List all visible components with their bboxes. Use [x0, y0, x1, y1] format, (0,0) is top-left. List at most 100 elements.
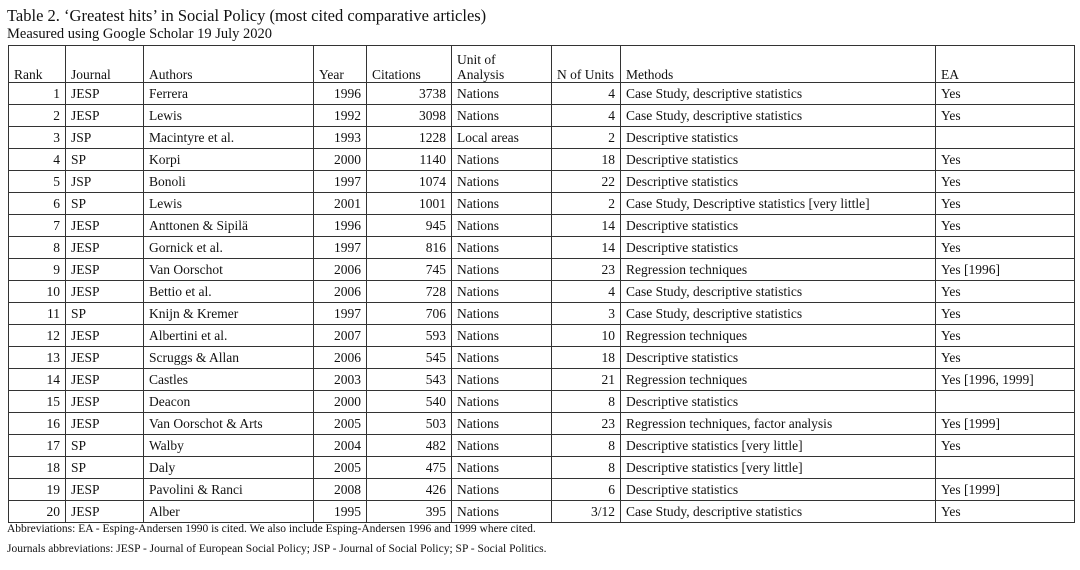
- table-cell: Deacon: [143, 390, 314, 413]
- table-cell: SP: [65, 456, 144, 479]
- table-cell: Lewis: [143, 192, 314, 215]
- table-row: 6 SP Lewis 2001 1001 Nations 2 Case Study, Desc…: [8, 192, 1075, 215]
- table-cell: 4: [551, 82, 621, 105]
- table-cell: 21: [551, 368, 621, 391]
- header-text: Unit of Analysis: [457, 52, 505, 82]
- table-cell: Nations: [451, 368, 552, 391]
- table-cell: JESP: [65, 500, 144, 523]
- table-cell: Yes: [935, 214, 1075, 237]
- table-cell: Lewis: [143, 104, 314, 127]
- table-cell: 14: [8, 368, 66, 391]
- table-cell: 18: [551, 346, 621, 369]
- table-cell: Descriptive statistics: [620, 390, 936, 413]
- table-cell: 1074: [366, 170, 452, 193]
- table-cell: Descriptive statistics: [620, 214, 936, 237]
- table-row: 7 JESP Anttonen & Sipilä 1996 945 Nations 14 De…: [8, 214, 1075, 237]
- table-cell: 1996: [313, 82, 367, 105]
- table-cell: 23: [551, 258, 621, 281]
- table-cell: 8: [8, 236, 66, 259]
- table-cell: Yes: [935, 324, 1075, 347]
- table-cell: 540: [366, 390, 452, 413]
- table-cell: 1993: [313, 126, 367, 149]
- table-cell: SP: [65, 302, 144, 325]
- table-cell: Yes: [935, 148, 1075, 171]
- table-cell: Alber: [143, 500, 314, 523]
- table-cell: 593: [366, 324, 452, 347]
- table-cell: 15: [8, 390, 66, 413]
- table-cell: Descriptive statistics [very little]: [620, 456, 936, 479]
- table-row: 4 SP Korpi 2000 1140 Nations 18 Descriptive sta…: [8, 148, 1075, 171]
- table-cell: 2005: [313, 412, 367, 435]
- table-cell: JESP: [65, 104, 144, 127]
- table-cell: 9: [8, 258, 66, 281]
- table-cell: Case Study, descriptive statistics: [620, 280, 936, 303]
- table-cell: 2007: [313, 324, 367, 347]
- table-cell: 7: [8, 214, 66, 237]
- table-cell: Yes: [935, 346, 1075, 369]
- table-cell: Nations: [451, 346, 552, 369]
- table-row: 17 SP Walby 2004 482 Nations 8 Descriptive stat…: [8, 434, 1075, 457]
- table-cell: 10: [551, 324, 621, 347]
- table-cell: Yes: [935, 236, 1075, 259]
- table-row: 10 JESP Bettio et al. 2006 728 Nations 4 Case S…: [8, 280, 1075, 303]
- table-cell: 8: [551, 390, 621, 413]
- table-row: 2 JESP Lewis 1992 3098 Nations 4 Case Study, de…: [8, 104, 1075, 127]
- table-cell: JESP: [65, 346, 144, 369]
- table-cell: Yes [1996, 1999]: [935, 368, 1075, 391]
- column-header: Rank: [8, 45, 66, 83]
- table-cell: Regression techniques: [620, 258, 936, 281]
- header-text: Year: [319, 67, 344, 82]
- table-cell: 945: [366, 214, 452, 237]
- table-cell: Bonoli: [143, 170, 314, 193]
- table-cell: 475: [366, 456, 452, 479]
- table-cell: Regression techniques: [620, 324, 936, 347]
- table-cell: 3098: [366, 104, 452, 127]
- table-subtitle: Measured using Google Scholar 19 July 20…: [7, 26, 272, 42]
- column-header: Authors: [143, 45, 314, 83]
- table-cell: 2006: [313, 346, 367, 369]
- table-cell: Case Study, descriptive statistics: [620, 104, 936, 127]
- table-body: 1 JESP Ferrera 1996 3738 Nations 4 Case Study, …: [8, 82, 1075, 523]
- table-cell: 503: [366, 412, 452, 435]
- table-cell: 3738: [366, 82, 452, 105]
- table-cell: JESP: [65, 258, 144, 281]
- table-cell: JESP: [65, 82, 144, 105]
- table-cell: 1997: [313, 302, 367, 325]
- table-cell: 4: [8, 148, 66, 171]
- table-cell: Case Study, descriptive statistics: [620, 82, 936, 105]
- table-cell: 1228: [366, 126, 452, 149]
- table-cell: Yes: [935, 280, 1075, 303]
- table-cell: Nations: [451, 258, 552, 281]
- header-text: Rank: [14, 67, 43, 82]
- table-cell: 543: [366, 368, 452, 391]
- table-cell: Descriptive statistics [very little]: [620, 434, 936, 457]
- table-cell: JESP: [65, 280, 144, 303]
- table-cell: Pavolini & Ranci: [143, 478, 314, 501]
- table-cell: 1001: [366, 192, 452, 215]
- table-cell: 6: [551, 478, 621, 501]
- table-cell: 2008: [313, 478, 367, 501]
- table-cell: Yes: [935, 500, 1075, 523]
- table-cell: Walby: [143, 434, 314, 457]
- table-cell: Descriptive statistics: [620, 148, 936, 171]
- table-cell: 2001: [313, 192, 367, 215]
- header-text: Authors: [149, 67, 193, 82]
- table-cell: Descriptive statistics: [620, 170, 936, 193]
- table-cell: [935, 390, 1075, 413]
- table-cell: 1996: [313, 214, 367, 237]
- table-cell: Nations: [451, 214, 552, 237]
- table-row: 12 JESP Albertini et al. 2007 593 Nations 10 Re…: [8, 324, 1075, 347]
- table-cell: JESP: [65, 390, 144, 413]
- table-cell: 22: [551, 170, 621, 193]
- table-row: 18 SP Daly 2005 475 Nations 8 Descriptive stati…: [8, 456, 1075, 479]
- table-row: 8 JESP Gornick et al. 1997 816 Nations 14 Descr…: [8, 236, 1075, 259]
- table-cell: Knijn & Kremer: [143, 302, 314, 325]
- header-text: EA: [941, 67, 959, 82]
- table-cell: Nations: [451, 82, 552, 105]
- table-cell: 19: [8, 478, 66, 501]
- table-cell: 18: [8, 456, 66, 479]
- table-cell: Bettio et al.: [143, 280, 314, 303]
- table-cell: 1992: [313, 104, 367, 127]
- table-cell: Nations: [451, 148, 552, 171]
